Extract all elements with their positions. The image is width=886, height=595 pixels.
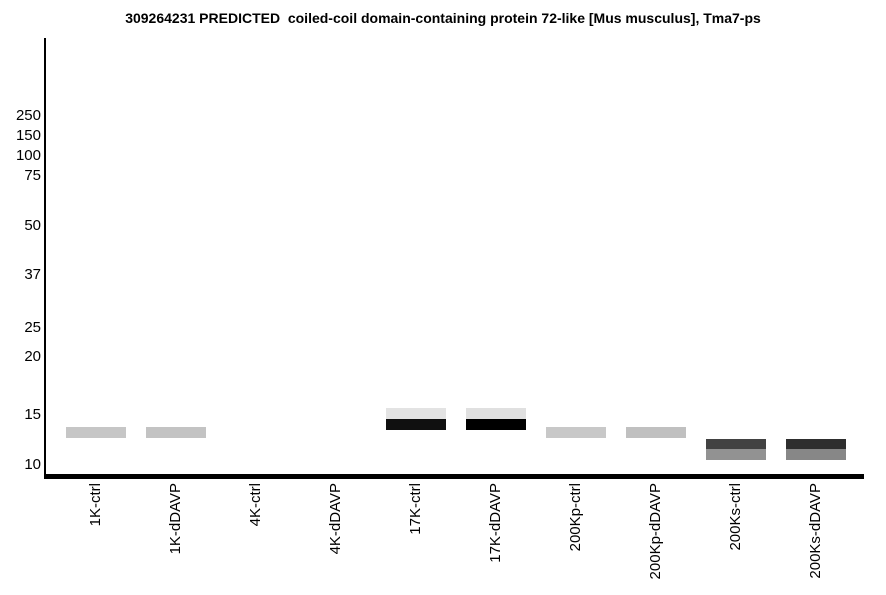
x-axis-line [44,474,864,479]
gel-band [466,419,526,430]
y-tick-label: 37 [24,266,41,283]
x-tick-label: 17K-ctrl [407,483,424,535]
x-tick-label: 17K-dDAVP [487,483,504,563]
gel-band [146,427,206,438]
gel-band [786,449,846,460]
x-tick-label: 4K-dDAVP [327,483,344,555]
chart-title: 309264231 PREDICTED coiled-coil domain-c… [125,10,761,26]
x-tick-label: 200Ks-ctrl [727,483,744,551]
x-tick-label: 4K-ctrl [247,483,264,527]
x-tick-label: 1K-dDAVP [167,483,184,555]
gel-band [706,439,766,449]
gel-band [706,449,766,460]
y-tick-label: 20 [24,348,41,365]
gel-band [386,419,446,430]
y-tick-label: 150 [15,127,41,144]
y-axis-line [44,38,46,479]
gel-band [66,427,126,438]
y-tick-label: 100 [15,147,41,164]
y-tick-label: 25 [24,319,41,336]
y-tick-label: 15 [24,406,41,423]
gel-band [626,427,686,438]
gel-band [466,408,526,419]
y-tick-label: 75 [24,167,41,184]
x-tick-label: 1K-ctrl [87,483,104,527]
x-tick-label: 200Kp-ctrl [567,483,584,552]
gel-band [786,439,846,449]
y-tick-label: 250 [15,107,41,124]
y-tick-label: 10 [24,456,41,473]
x-tick-label: 200Kp-dDAVP [647,483,664,580]
y-tick-label: 50 [24,217,41,234]
gel-band [386,408,446,419]
x-tick-label: 200Ks-dDAVP [807,483,824,579]
gel-band [546,427,606,438]
